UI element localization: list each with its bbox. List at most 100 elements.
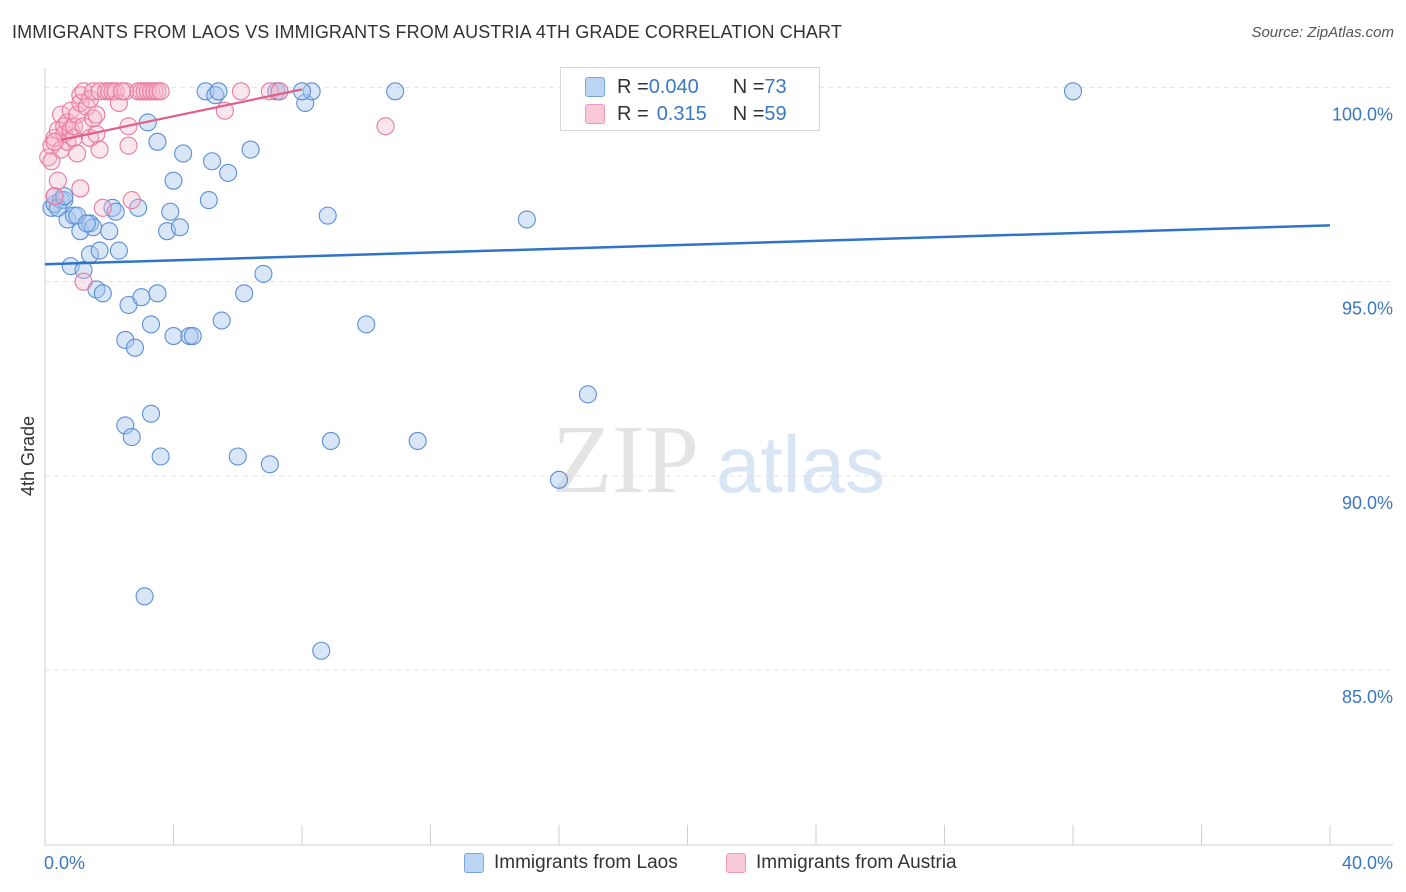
series-laos-points: [42, 82, 1083, 660]
grid-lines: [45, 86, 1393, 671]
data-point-laos: [132, 288, 151, 307]
data-point-austria: [119, 136, 138, 155]
legend-item-austria[interactable]: Immigrants from Austria: [726, 852, 957, 874]
data-point-laos: [90, 241, 109, 260]
data-point-austria: [376, 117, 395, 136]
data-point-laos: [254, 264, 273, 283]
data-point-laos: [116, 416, 135, 435]
data-point-laos: [549, 470, 569, 489]
data-point-laos: [141, 404, 161, 423]
data-point-laos: [116, 330, 135, 350]
axes: [44, 68, 1393, 846]
data-point-laos: [183, 327, 202, 346]
data-point-laos: [151, 447, 170, 466]
data-point-laos: [141, 315, 161, 334]
data-point-laos: [235, 284, 254, 303]
data-point-austria: [48, 171, 67, 190]
data-point-laos: [148, 132, 167, 151]
data-point-laos: [174, 144, 193, 163]
data-point-austria: [231, 82, 251, 101]
stats-box: R = 0.040 N = 73 R = 0.315 N = 59: [560, 67, 820, 131]
data-point-austria: [45, 132, 64, 151]
data-point-austria: [151, 82, 170, 101]
watermark: ZIP atlas: [552, 406, 885, 514]
data-point-laos: [1063, 82, 1083, 101]
data-point-laos: [408, 431, 427, 451]
data-point-laos: [296, 93, 315, 113]
data-point-laos: [357, 315, 376, 334]
data-point-austria: [122, 191, 141, 210]
watermark-zip: ZIP: [552, 406, 699, 514]
stats-n-value: 73: [764, 75, 787, 98]
stats-n-label: N =: [732, 102, 765, 125]
data-point-austria: [42, 152, 61, 171]
data-point-laos: [228, 447, 247, 466]
data-point-austria: [109, 93, 128, 113]
data-point-laos: [241, 140, 260, 159]
legend-label-laos: Immigrants from Laos: [494, 852, 678, 873]
data-point-laos: [199, 191, 218, 210]
stats-r-label: R =: [617, 102, 649, 125]
data-point-austria: [270, 82, 289, 101]
y-tick-label: 100.0%: [1332, 104, 1393, 124]
data-point-laos: [578, 385, 597, 404]
legend-swatch-laos: [464, 853, 484, 873]
data-point-austria: [106, 82, 125, 101]
data-point-laos: [517, 210, 536, 229]
data-point-laos: [302, 82, 321, 101]
series-austria-points: [39, 82, 395, 291]
data-point-austria: [71, 179, 90, 198]
data-point-laos: [55, 187, 74, 206]
data-point-laos: [260, 455, 279, 474]
data-point-laos: [77, 214, 96, 233]
chart-source: Source: ZipAtlas.com: [1251, 24, 1394, 41]
data-point-austria: [87, 105, 106, 124]
data-point-laos: [321, 431, 340, 451]
y-tick-label: 85.0%: [1342, 687, 1393, 707]
data-point-austria: [74, 272, 93, 291]
legend-item-laos[interactable]: Immigrants from Laos: [464, 852, 678, 874]
data-point-laos: [148, 284, 167, 303]
chart-title: IMMIGRANTS FROM LAOS VS IMMIGRANTS FROM …: [12, 22, 842, 42]
stats-row-laos: R = 0.040 N = 73: [585, 74, 787, 100]
data-point-laos: [209, 82, 228, 101]
data-point-laos: [48, 198, 67, 217]
data-point-laos: [161, 202, 180, 221]
stats-r-label: R =: [617, 75, 649, 98]
data-point-laos: [170, 218, 189, 237]
data-point-laos: [219, 163, 238, 182]
data-point-laos: [196, 82, 215, 101]
data-point-laos: [135, 587, 154, 606]
x-tick-label: 40.0%: [1342, 853, 1393, 873]
data-point-laos: [164, 327, 183, 346]
data-point-laos: [212, 311, 231, 330]
data-point-laos: [164, 171, 183, 190]
stats-r-value: 0.315: [656, 102, 707, 125]
data-point-laos: [93, 284, 112, 303]
legend-label-austria: Immigrants from Austria: [756, 852, 957, 873]
data-point-austria: [84, 82, 103, 101]
data-point-austria: [90, 82, 109, 101]
data-point-austria: [93, 198, 112, 217]
trend-line-austria: [60, 88, 303, 141]
data-point-laos: [386, 82, 405, 101]
legend-swatch-austria: [726, 853, 746, 873]
data-point-laos: [100, 222, 119, 241]
stats-n-label: N =: [732, 75, 765, 98]
trend-lines: [44, 88, 1331, 266]
data-point-austria: [45, 187, 64, 206]
data-point-austria: [64, 117, 83, 136]
data-point-laos: [318, 206, 337, 225]
y-tick-label: 95.0%: [1342, 299, 1393, 319]
tick-labels: 85.0% 90.0% 95.0% 100.0% 0.0% 40.0%: [44, 104, 1393, 873]
data-point-laos: [312, 641, 331, 660]
data-point-laos: [203, 152, 222, 171]
y-axis-label: 4th Grade: [18, 416, 38, 496]
data-point-laos: [122, 428, 141, 447]
data-point-austria: [90, 140, 109, 159]
watermark-atlas: atlas: [716, 420, 885, 509]
stats-swatch-laos: [585, 77, 605, 97]
stats-row-austria: R = 0.315 N = 59: [585, 101, 787, 127]
y-tick-label: 90.0%: [1342, 493, 1393, 513]
